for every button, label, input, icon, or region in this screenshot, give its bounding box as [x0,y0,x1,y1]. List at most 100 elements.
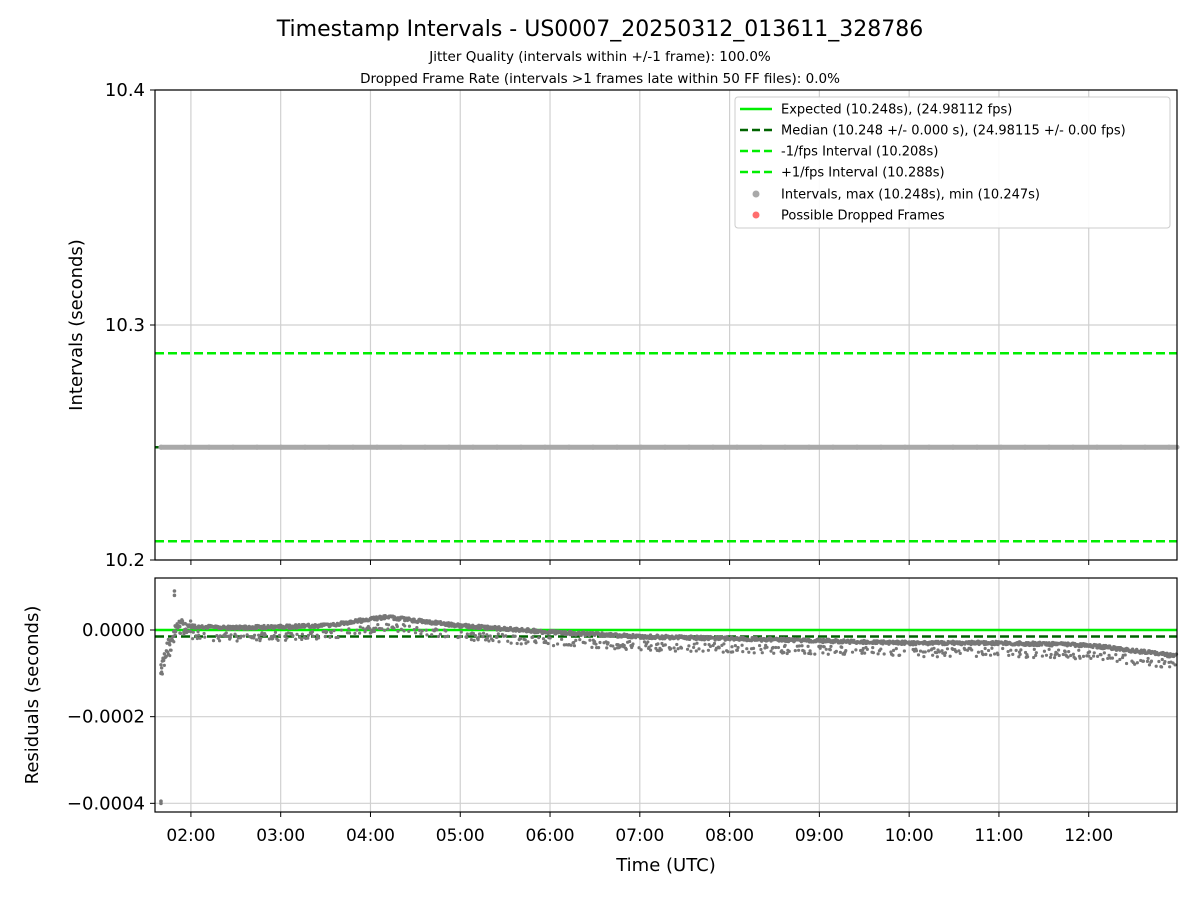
residual-point [491,638,495,643]
residual-point [245,633,249,637]
residual-point [1133,662,1137,666]
residual-point [173,633,177,637]
interval-point [422,444,428,450]
residual-point [1032,647,1036,652]
residual-point [624,647,628,651]
residual-point [616,643,620,647]
residual-point [740,643,744,647]
residual-point [797,644,801,648]
residual-point [295,632,299,636]
residuals-panel: −0.0004 −0.0002 0.0000 02:00 03:00 04:00 05:0… [22,577,1179,876]
residual-point [159,666,164,670]
residual-point [672,646,676,650]
residual-point [481,631,486,635]
residual-point [1040,654,1045,658]
residual-point [594,642,598,646]
x-tick-label: 05:00 [436,826,485,846]
residual-point [918,649,923,653]
residual-point [733,643,737,648]
residual-point [162,663,166,668]
residual-point [203,635,207,639]
residual-point [1006,649,1010,654]
residual-point [534,641,538,645]
residual-point [1089,656,1093,661]
residual-point [224,631,228,635]
residual-point [675,642,679,647]
residual-point [1115,659,1119,663]
residual-point [182,632,186,636]
residual-point [325,630,329,634]
residual-point [263,633,267,637]
residual-point [1168,665,1172,669]
residual-point [860,651,864,655]
residual-point [218,634,222,638]
residual-point [172,640,176,644]
residual-point [751,646,756,651]
residual-point [800,644,804,648]
residual-point [239,634,243,638]
residual-point [276,638,280,642]
interval-point [782,444,788,450]
residual-point [954,650,958,654]
interval-point [374,444,380,450]
legend-label-plus-fps: +1/fps Interval (10.288s) [781,166,945,181]
residual-point [1009,648,1013,652]
residual-point [692,642,696,646]
residual-point [803,651,807,655]
residual-point [1017,655,1021,659]
residual-point [945,647,950,651]
residual-point [656,642,660,646]
residual-point [752,651,756,655]
interval-point [1166,444,1172,450]
residual-point [1110,656,1115,660]
residual-point [374,626,378,630]
residual-point [829,644,833,648]
residual-point [311,634,315,638]
residual-point [353,631,357,635]
residual-point [386,623,391,627]
residuals-y-tick-label: 0.0000 [82,620,145,641]
residual-point [717,646,721,650]
residual-point [1066,655,1070,659]
x-tick-label: 07:00 [615,826,664,846]
residual-point [1146,656,1150,661]
residual-point [931,653,935,657]
residual-point [863,651,867,655]
residual-point [257,633,261,637]
residual-point [935,651,939,655]
interval-point [1022,444,1028,450]
residual-point [902,649,906,653]
residual-point [676,647,680,651]
residual-point [669,647,673,651]
legend-label-median: Median (10.248 +/- 0.000 s), (24.98115 +… [781,124,1126,139]
intervals-y-tick-label: 10.4 [105,80,145,101]
residual-point [242,634,246,638]
residual-point [882,652,886,656]
residual-point [703,642,707,646]
residual-point [1173,663,1177,667]
interval-point [710,444,716,450]
x-tick-label: 10:00 [885,826,934,846]
residual-point [1107,653,1111,657]
residual-point [628,639,632,644]
residual-point [706,648,711,652]
residual-point [310,630,315,634]
residual-point [694,649,698,653]
residual-point [477,635,481,639]
residual-point [380,627,384,631]
residual-point [598,640,602,645]
residual-point [969,642,973,647]
residuals-axes-frame [154,577,1178,813]
x-tick-label: 11:00 [974,826,1023,846]
residual-point [168,643,172,647]
residual-point [541,637,546,641]
residual-point [184,627,188,631]
interval-point [806,444,812,450]
residual-point [648,648,653,652]
residual-point [495,628,499,632]
residual-point [771,645,775,650]
residual-point [524,630,529,634]
residual-point [822,645,826,649]
residual-point [992,652,997,656]
residual-point [523,638,527,642]
